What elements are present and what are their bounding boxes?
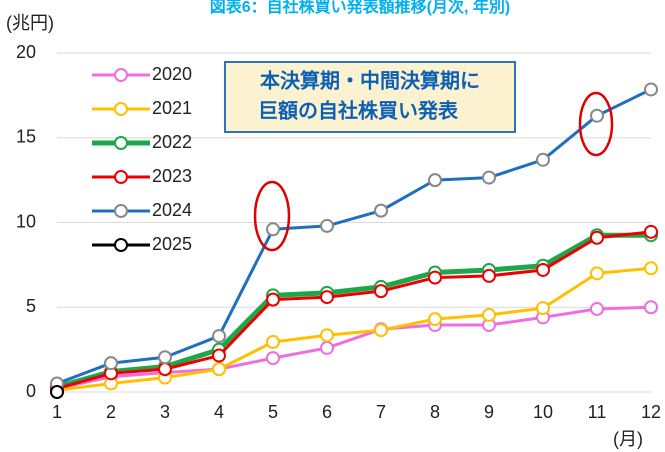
series-line bbox=[56, 232, 651, 390]
data-point bbox=[266, 222, 280, 237]
data-point bbox=[320, 328, 334, 343]
data-point bbox=[536, 301, 550, 316]
grid bbox=[57, 52, 651, 393]
x-tick-label: 3 bbox=[160, 402, 170, 422]
data-point bbox=[212, 362, 226, 377]
y-tick-label: 15 bbox=[16, 127, 36, 147]
highlight-ellipse bbox=[578, 91, 614, 157]
data-point bbox=[212, 329, 226, 344]
data-point bbox=[590, 108, 604, 123]
x-tick-label: 8 bbox=[430, 402, 440, 422]
data-point bbox=[536, 152, 550, 167]
annotation: 本決算期・中間決算期に bbox=[260, 68, 480, 92]
data-point bbox=[482, 307, 496, 322]
data-point bbox=[644, 261, 658, 276]
data-point bbox=[428, 173, 442, 188]
data-point bbox=[158, 350, 172, 365]
legend-label: 2025 bbox=[152, 234, 192, 254]
data-point bbox=[536, 262, 550, 277]
legend-label: 2021 bbox=[152, 98, 192, 118]
data-point bbox=[320, 290, 334, 305]
y-tick-label: 0 bbox=[26, 381, 36, 401]
data-point bbox=[590, 230, 604, 245]
legend-marker bbox=[114, 136, 128, 150]
data-point bbox=[320, 218, 334, 233]
y-tick-label: 10 bbox=[16, 211, 36, 231]
data-point bbox=[482, 268, 496, 283]
data-point bbox=[644, 82, 658, 97]
legend-label: 2020 bbox=[152, 64, 192, 84]
legend-marker bbox=[114, 204, 128, 218]
data-point bbox=[374, 284, 388, 299]
x-tick-label: 11 bbox=[588, 402, 607, 422]
data-point bbox=[590, 266, 604, 281]
data-point bbox=[374, 323, 388, 338]
data-point bbox=[212, 348, 226, 363]
x-tick-label: 6 bbox=[322, 402, 332, 422]
data-point bbox=[482, 170, 496, 185]
x-axis-label: (月) bbox=[613, 429, 643, 449]
data-point bbox=[266, 292, 280, 307]
legend-marker bbox=[114, 170, 128, 184]
plot bbox=[50, 82, 658, 399]
x-tick-label: 2 bbox=[106, 402, 116, 422]
legend-label: 2022 bbox=[152, 132, 192, 152]
x-tick-label: 4 bbox=[214, 402, 224, 422]
x-tick-label: 12 bbox=[641, 402, 661, 422]
data-point bbox=[158, 362, 172, 377]
legend-label: 2024 bbox=[152, 200, 192, 220]
data-point bbox=[644, 224, 658, 239]
x-tick-label: 5 bbox=[268, 402, 278, 422]
highlight-ellipse bbox=[253, 180, 291, 252]
legend-marker bbox=[114, 238, 128, 252]
data-point bbox=[644, 300, 658, 315]
data-point bbox=[428, 270, 442, 285]
series-line bbox=[56, 305, 652, 391]
x-tick-label: 10 bbox=[533, 402, 553, 422]
series-line bbox=[56, 88, 652, 385]
data-point bbox=[320, 340, 334, 355]
series-line bbox=[56, 266, 652, 392]
chart-title: 図表6：自社株買い発表額推移(月次, 年別) bbox=[210, 0, 510, 16]
data-point bbox=[590, 301, 604, 316]
x-tick-label: 9 bbox=[484, 402, 494, 422]
data-point bbox=[266, 351, 280, 366]
y-axis-label: (兆円) bbox=[6, 13, 54, 33]
annotation-box bbox=[224, 61, 516, 133]
legend-marker bbox=[114, 68, 128, 82]
y-tick-label: 20 bbox=[16, 42, 36, 62]
y-tick-label: 5 bbox=[26, 296, 36, 316]
data-point bbox=[266, 334, 280, 349]
data-point bbox=[50, 385, 64, 399]
annotation: 巨額の自社株買い発表 bbox=[258, 98, 459, 122]
x-tick-label: 1 bbox=[52, 402, 62, 422]
data-point bbox=[428, 312, 442, 327]
legend-marker bbox=[114, 102, 128, 116]
legend-label: 2023 bbox=[152, 166, 192, 186]
x-tick-label: 7 bbox=[376, 402, 386, 422]
data-point bbox=[104, 356, 118, 371]
series-line bbox=[56, 230, 652, 391]
data-point bbox=[374, 203, 388, 218]
